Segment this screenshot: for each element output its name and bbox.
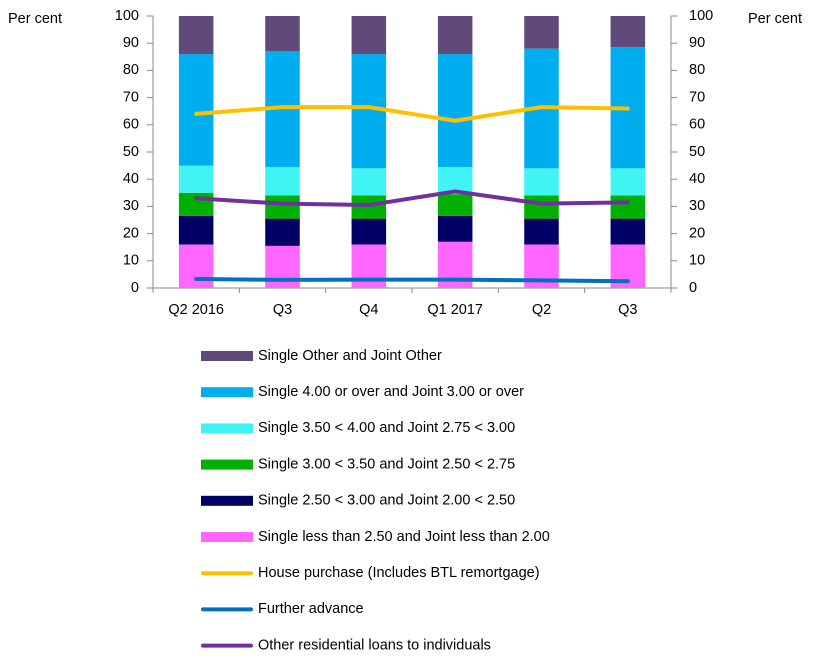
x-tick-label: Q4 — [359, 302, 378, 318]
bar-segment — [437, 194, 473, 216]
y2-tick-label: 60 — [689, 117, 705, 133]
bar-segment — [524, 16, 559, 49]
y2-tick-label: 70 — [689, 89, 705, 105]
legend-swatch — [201, 459, 253, 470]
y-tick-label: 30 — [123, 198, 139, 214]
x-tick-label: Q1 2017 — [427, 302, 483, 318]
legend-swatch — [201, 532, 253, 542]
bar-segment — [437, 54, 473, 167]
bar-segment — [524, 168, 559, 196]
y2-tick-label: 100 — [689, 8, 713, 24]
y-tick-label: 40 — [123, 171, 139, 187]
bar-segment — [351, 218, 387, 245]
bar-segment — [178, 244, 214, 288]
bar-segment — [524, 195, 559, 219]
x-tick-label: Q3 — [273, 302, 292, 318]
bar-segment — [437, 215, 473, 242]
y2-tick-label: 90 — [689, 35, 705, 51]
bar-segment — [610, 16, 646, 48]
line-series — [194, 277, 630, 284]
bar-segment — [178, 215, 214, 245]
line-series — [194, 105, 630, 123]
bar-segment — [178, 16, 214, 55]
y2-axis-label: Per cent — [748, 11, 802, 27]
y-tick-label: 10 — [123, 253, 139, 269]
y2-tick-label: 50 — [689, 144, 705, 160]
legend-swatch — [201, 423, 253, 434]
bar-segment — [437, 16, 473, 55]
legend-label: Single Other and Joint Other — [258, 348, 442, 364]
bar-segment — [351, 54, 387, 169]
y2-tick-label: 30 — [689, 198, 705, 214]
bar-segment — [265, 166, 300, 196]
legend-label: Single 3.00 < 3.50 and Joint 2.50 < 2.75 — [258, 456, 515, 472]
legend-swatch — [201, 387, 253, 398]
y-tick-label: 60 — [123, 117, 139, 133]
legend-label: Other residential loans to individuals — [258, 637, 491, 653]
bar-segment — [265, 195, 300, 219]
bar-segment — [610, 218, 646, 245]
legend-label: Single 3.50 < 4.00 and Joint 2.75 < 3.00 — [258, 420, 515, 436]
legend-label: House purchase (Includes BTL remortgage) — [258, 565, 540, 581]
legend-label: Single 2.50 < 3.00 and Joint 2.00 < 2.50 — [258, 493, 515, 509]
legend-swatch — [201, 495, 253, 506]
line-series — [194, 189, 630, 208]
bar-segment — [610, 195, 646, 219]
x-tick-label: Q3 — [618, 302, 637, 318]
y2-tick-label: 0 — [689, 280, 697, 296]
y2-tick-label: 80 — [689, 62, 705, 78]
y-tick-label: 100 — [115, 8, 139, 24]
y-tick-label: 80 — [123, 62, 139, 78]
x-tick-label: Q2 — [532, 302, 551, 318]
legend-label: Single 4.00 or over and Joint 3.00 or ov… — [258, 384, 524, 400]
y-tick-label: 0 — [131, 280, 139, 296]
legend-swatch — [201, 351, 253, 361]
y-tick-label: 50 — [123, 144, 139, 160]
bar-segment — [265, 218, 300, 246]
y-tick-label: 70 — [123, 89, 139, 105]
y-axis-label: Per cent — [8, 11, 62, 27]
bar-segment — [610, 168, 646, 196]
y-tick-label: 20 — [123, 225, 139, 241]
bar-segment — [178, 165, 214, 193]
x-tick-label: Q2 2016 — [168, 302, 224, 318]
bar-segment — [351, 168, 387, 196]
bar-segment — [265, 16, 300, 52]
y2-tick-label: 10 — [689, 253, 705, 269]
y2-tick-label: 20 — [689, 225, 705, 241]
bar-segment — [351, 195, 387, 219]
legend-label: Single less than 2.50 and Joint less tha… — [258, 529, 550, 545]
bar-segment — [351, 16, 387, 55]
bar-segment — [524, 218, 559, 245]
legend-label: Further advance — [258, 601, 364, 617]
y-tick-label: 90 — [123, 35, 139, 51]
y2-tick-label: 40 — [689, 171, 705, 187]
bar-segment — [178, 54, 214, 166]
